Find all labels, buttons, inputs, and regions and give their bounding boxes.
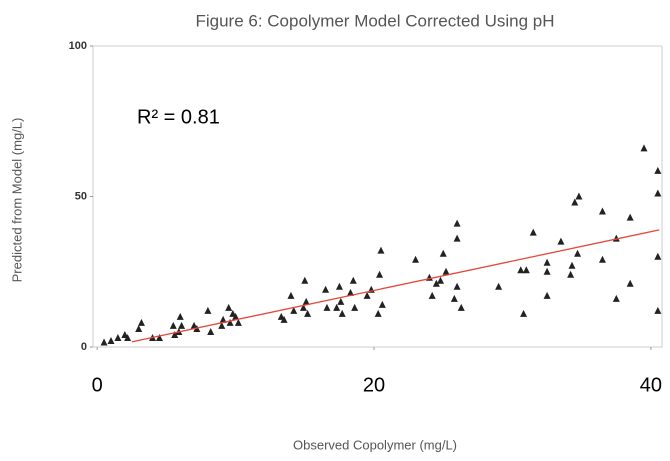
point [234, 318, 242, 326]
point [377, 246, 385, 254]
annotation: R² = 0.81 [137, 106, 220, 128]
x-tick-label: 40 [640, 374, 662, 396]
point [517, 266, 525, 274]
x-axis-label: Observed Copolymer (mg/L) [293, 437, 457, 452]
point [495, 282, 503, 290]
point [557, 237, 565, 245]
point [337, 297, 345, 305]
point [169, 321, 177, 329]
point [287, 291, 295, 299]
point [612, 294, 620, 302]
y-tick-label: 0 [81, 341, 87, 353]
point [453, 282, 461, 290]
y-tick-label: 50 [75, 190, 87, 202]
point [135, 324, 143, 332]
point [277, 312, 285, 320]
point [124, 333, 132, 341]
point [520, 309, 528, 317]
point [654, 306, 662, 314]
point [304, 309, 312, 317]
point [378, 300, 386, 308]
point [114, 333, 122, 341]
x-tick-label: 0 [92, 374, 103, 396]
point [176, 312, 184, 320]
point [571, 198, 579, 206]
point [290, 306, 298, 314]
point [442, 267, 450, 275]
point [333, 303, 341, 311]
point [654, 189, 662, 197]
y-tick-label: 100 [69, 40, 87, 52]
point [626, 279, 634, 287]
point [654, 252, 662, 260]
point [225, 303, 233, 311]
point [450, 294, 458, 302]
chart-title: Figure 6: Copolymer Model Corrected Usin… [195, 11, 554, 30]
point [412, 255, 420, 263]
point [654, 166, 662, 174]
point [219, 315, 227, 323]
point [229, 309, 237, 317]
point [598, 255, 606, 263]
point [575, 192, 583, 200]
trend-line [131, 229, 660, 343]
point [107, 336, 115, 344]
point [171, 330, 179, 338]
point [137, 318, 145, 326]
point [574, 249, 582, 257]
point [347, 288, 355, 296]
point [349, 276, 357, 284]
point [543, 267, 551, 275]
point [226, 318, 234, 326]
point [453, 219, 461, 227]
point [376, 270, 384, 278]
point [529, 228, 537, 236]
x-tick-label: 20 [363, 374, 385, 396]
point [457, 303, 465, 311]
point [453, 234, 461, 242]
point [351, 303, 359, 311]
point [204, 306, 212, 314]
point [428, 291, 436, 299]
point [432, 279, 440, 287]
point [543, 291, 551, 299]
point [640, 144, 648, 152]
point [522, 266, 530, 274]
point [374, 309, 382, 317]
point [100, 338, 108, 346]
point [207, 327, 215, 335]
point [439, 249, 447, 257]
point [323, 303, 331, 311]
point [155, 333, 163, 341]
point [436, 276, 444, 284]
point [543, 258, 551, 266]
point [598, 207, 606, 215]
point [322, 285, 330, 293]
point [301, 276, 309, 284]
point [568, 261, 576, 269]
point [335, 282, 343, 290]
point [218, 321, 226, 329]
point [178, 321, 186, 329]
point [299, 303, 307, 311]
point [363, 291, 371, 299]
point [338, 309, 346, 317]
point [302, 297, 310, 305]
point [567, 270, 575, 278]
point [626, 213, 634, 221]
y-axis-label: Predicted from Model (mg/L) [9, 118, 24, 283]
